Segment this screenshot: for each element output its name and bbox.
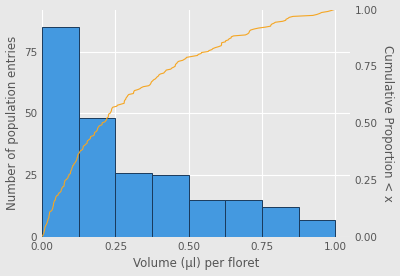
X-axis label: Volume (µl) per floret: Volume (µl) per floret <box>133 258 259 270</box>
Y-axis label: Cumulative Proportion < x: Cumulative Proportion < x <box>382 45 394 202</box>
Bar <box>262 207 298 237</box>
Bar <box>189 200 225 237</box>
Bar <box>225 200 262 237</box>
Bar <box>298 220 335 237</box>
Bar <box>152 175 189 237</box>
Bar <box>79 118 116 237</box>
Y-axis label: Number of population entries: Number of population entries <box>6 36 18 210</box>
Bar <box>116 173 152 237</box>
Bar <box>42 27 79 237</box>
